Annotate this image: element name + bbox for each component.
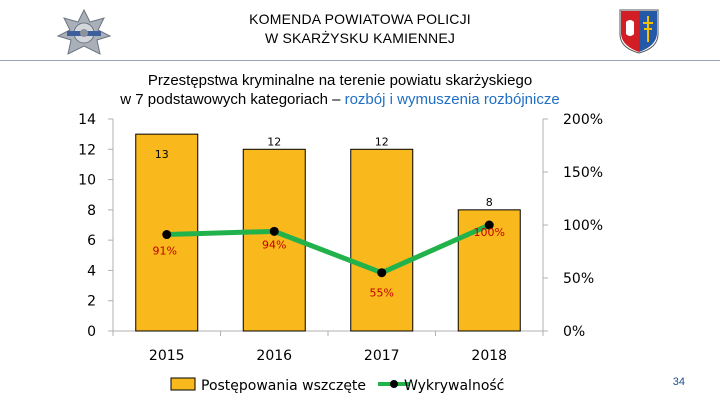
chart-title-line2: w 7 podstawowych kategoriach – rozbój i … [60,90,620,109]
line-point-2018 [484,220,494,230]
line-value-label: 55% [370,287,394,300]
bar-value-label: 8 [486,196,493,209]
header-title-line1: KOMENDA POWIATOWA POLICJI [249,11,471,27]
chart-title: Przestępstwa kryminalne na terenie powia… [60,71,620,109]
line-value-label: 100% [474,226,505,239]
left-tick-label: 4 [87,263,96,279]
line-point-2016 [269,226,279,236]
legend-bar-swatch [170,377,196,391]
legend-line-label: Wykrywalność [404,378,504,394]
bar-2017 [350,148,414,332]
bar-value-label: 12 [375,135,389,148]
header-divider [0,60,720,61]
line-point-2017 [377,268,387,278]
police-star-logo-icon [56,8,112,55]
legend-line-marker [390,380,398,388]
bar-value-label: 12 [267,135,281,148]
coat-of-arms-icon [619,9,659,54]
x-tick-label: 2018 [471,348,507,364]
left-tick-label: 10 [78,173,96,189]
right-tick-label: 0% [563,324,585,340]
right-tick-label: 150% [563,165,603,181]
line-value-label: 91% [153,245,177,258]
line-point-2015 [162,230,172,240]
right-tick-label: 50% [563,271,594,287]
x-tick-label: 2017 [364,348,400,364]
x-tick-label: 2015 [149,348,185,364]
bar-value-label: 13 [155,148,169,161]
chart-title-line1: Przestępstwa kryminalne na terenie powia… [147,72,533,89]
left-tick-label: 6 [87,233,96,249]
chart-title-prefix: w 7 podstawowych kategoriach – [120,91,345,108]
left-tick-label: 12 [78,142,96,158]
legend-bar-label: Postępowania wszczęte [201,378,366,394]
left-tick-label: 14 [78,112,96,128]
left-tick-label: 2 [87,294,96,310]
chart-title-highlight: rozbój i wymuszenia rozbójnicze [344,91,560,108]
header-title-line2: W SKARŻYSKU KAMIENNEJ [264,30,456,46]
line-value-label: 94% [262,238,286,251]
right-tick-label: 100% [563,218,603,234]
page-number: 34 [672,376,685,388]
right-tick-label: 200% [563,112,603,128]
header-title: KOMENDA POWIATOWA POLICJI W SKARŻYSKU KA… [180,10,540,48]
bar-2018 [457,209,521,332]
left-tick-label: 8 [87,203,96,219]
line-wykrywalnosc [166,222,491,276]
left-tick-label: 0 [87,324,96,340]
x-tick-label: 2016 [256,348,292,364]
